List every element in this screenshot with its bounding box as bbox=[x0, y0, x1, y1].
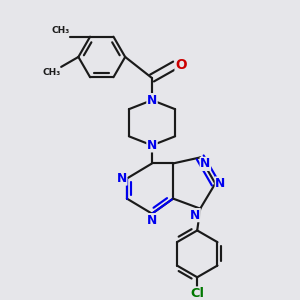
Text: N: N bbox=[117, 172, 127, 185]
Text: N: N bbox=[147, 214, 157, 227]
Text: O: O bbox=[175, 58, 187, 72]
Text: N: N bbox=[215, 177, 226, 190]
Text: N: N bbox=[190, 208, 200, 222]
Text: CH₃: CH₃ bbox=[42, 68, 60, 77]
Text: CH₃: CH₃ bbox=[51, 26, 69, 35]
Text: N: N bbox=[147, 94, 157, 106]
Text: N: N bbox=[147, 139, 157, 152]
Text: Cl: Cl bbox=[190, 287, 204, 300]
Text: N: N bbox=[200, 158, 211, 170]
